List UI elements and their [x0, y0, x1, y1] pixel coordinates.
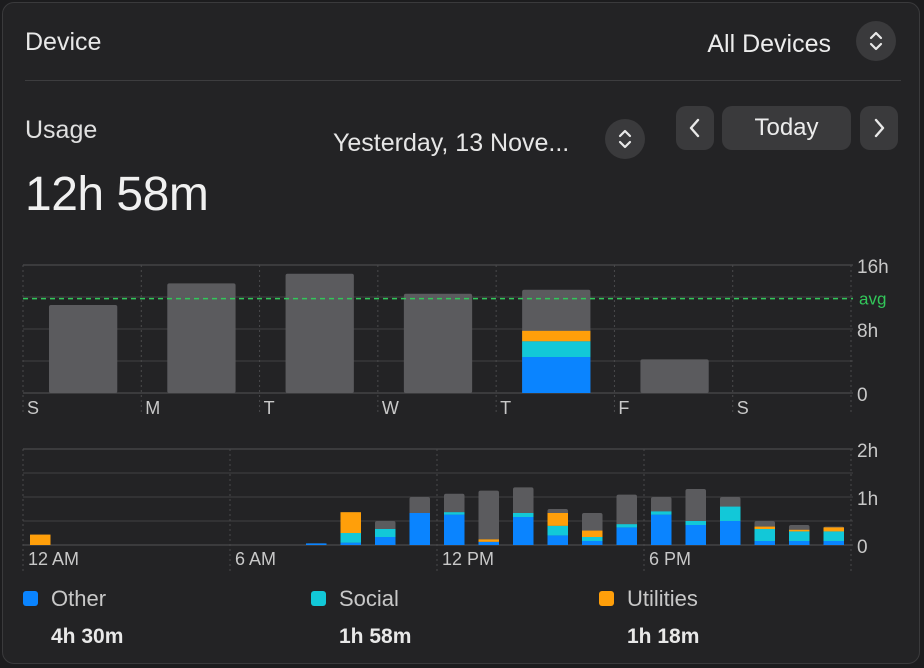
legend-swatch-social: [311, 591, 326, 606]
legend: Other 4h 30m Social 1h 58m Utilities 1h …: [23, 586, 903, 659]
hourly-bar-segment-social: [685, 521, 706, 525]
hourly-bar-segment-social: [720, 506, 741, 521]
date-selector-button[interactable]: [605, 119, 645, 159]
weekly-average-label: avg: [859, 290, 886, 309]
usage-total: 12h 58m: [25, 168, 209, 221]
weekly-y-tick-label: 16h: [857, 257, 889, 278]
up-down-chevron-icon: [869, 31, 883, 51]
weekly-day-label: W: [382, 398, 399, 418]
hourly-bar-segment-other: [651, 514, 672, 545]
usage-label: Usage: [25, 116, 98, 144]
hourly-bar-segment-social: [582, 537, 603, 541]
hourly-y-tick-label: 2h: [857, 441, 878, 462]
weekly-bar: [49, 305, 118, 393]
weekly-bar-segment-social: [522, 341, 591, 357]
hourly-bar-segment-other: [685, 525, 706, 545]
hourly-bar-segment-social: [754, 529, 775, 541]
hourly-bar-segment-other: [409, 513, 430, 545]
hourly-bar-segment-utilities: [823, 527, 844, 532]
device-selector-button[interactable]: [856, 21, 896, 61]
weekly-day-label: T: [500, 398, 511, 418]
up-down-chevron-icon: [618, 129, 632, 149]
weekly-day-label: T: [264, 398, 275, 418]
hourly-bar-segment-other: [754, 541, 775, 545]
weekly-y-tick-label: 0: [857, 385, 868, 406]
hourly-bar-segment-social: [651, 511, 672, 515]
date-selector-value[interactable]: Yesterday, 13 Nove...: [333, 129, 570, 157]
hourly-bar-segment-utilities: [478, 539, 499, 542]
chevron-left-icon: [689, 118, 700, 138]
hourly-bar-segment-social: [616, 524, 637, 528]
weekly-bar: [285, 273, 354, 393]
hourly-bar-segment-social: [547, 525, 568, 536]
hourly-bar-segment-other: [720, 521, 741, 545]
hourly-bar-segment-other: [375, 537, 396, 545]
hourly-bar-segment-utilities: [340, 512, 361, 533]
hourly-bar-segment-utilities: [30, 534, 51, 545]
legend-label-utilities: Utilities: [627, 586, 698, 611]
weekly-usage-chart: S M T W T F S 16h 8h 0 avg 12 AM 6 AM 12 PM 6 PM 2h 1h 0: [22, 257, 889, 573]
hourly-bar-segment-other: [823, 541, 844, 545]
hourly-y-tick-label: 1h: [857, 489, 878, 510]
hourly-x-tick-label: 12 AM: [28, 549, 79, 569]
hourly-bar-segment-other: [547, 535, 568, 545]
hourly-x-tick-label: 6 PM: [649, 549, 691, 569]
hourly-bar-segment-utilities: [582, 530, 603, 537]
hourly-bar-segment-social: [375, 529, 396, 537]
chevron-right-icon: [874, 118, 885, 138]
hourly-bar-segment-other: [444, 514, 465, 545]
hourly-bar-segment-other: [616, 527, 637, 545]
hourly-y-tick-label: 0: [857, 537, 868, 558]
weekly-bar: [640, 359, 709, 393]
hourly-x-tick-label: 6 AM: [235, 549, 276, 569]
device-selector-value[interactable]: All Devices: [707, 30, 831, 58]
legend-label-social: Social: [339, 586, 399, 611]
hourly-bar-segment-utilities: [754, 526, 775, 529]
legend-swatch-other: [23, 591, 38, 606]
today-button[interactable]: Today: [722, 106, 851, 150]
hourly-bar-segment-utilities: [789, 529, 810, 532]
hourly-x-tick-label: 12 PM: [442, 549, 494, 569]
weekly-day-label: M: [145, 398, 160, 418]
weekly-day-label: S: [27, 398, 39, 418]
legend-swatch-utilities: [599, 591, 614, 606]
legend-value-utilities: 1h 18m: [627, 625, 700, 648]
weekly-y-tick-label: 8h: [857, 321, 878, 342]
hourly-bar-segment-other: [478, 541, 499, 545]
weekly-bar: [403, 293, 473, 393]
legend-value-other: 4h 30m: [51, 625, 124, 648]
hourly-bar-segment-other: [582, 541, 603, 545]
hourly-bar-segment-other: [340, 542, 361, 545]
legend-label-other: Other: [51, 586, 107, 611]
hourly-bar-segment-social: [789, 531, 810, 541]
weekly-day-label: S: [737, 398, 749, 418]
hourly-bar-segment-social: [823, 531, 844, 541]
hourly-bar-segment-other: [789, 541, 810, 545]
weekly-bar-segment-utilities: [522, 330, 591, 342]
weekly-day-label: F: [618, 398, 629, 418]
hourly-bar: [478, 490, 499, 545]
hourly-bar-segment-social: [513, 513, 534, 517]
hourly-bar-segment-utilities: [547, 513, 568, 526]
weekly-bar-segment-other: [522, 357, 591, 393]
device-label: Device: [25, 28, 102, 56]
hourly-bar-segment-social: [340, 533, 361, 543]
hourly-bar-segment-social: [444, 512, 465, 515]
next-day-button[interactable]: [860, 106, 898, 150]
legend-value-social: 1h 58m: [339, 625, 412, 648]
hourly-bar-segment-other: [513, 517, 534, 545]
previous-day-button[interactable]: [676, 106, 714, 150]
divider: [25, 80, 901, 81]
weekly-bar: [167, 283, 236, 393]
hourly-bar-segment-other: [306, 543, 327, 545]
